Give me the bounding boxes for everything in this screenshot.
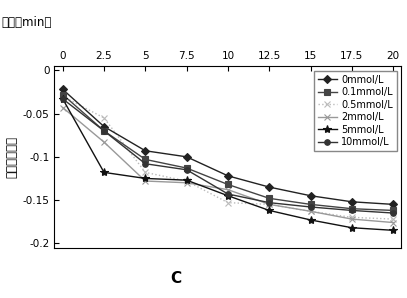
- 0.1mmol/L: [184, 166, 189, 170]
- Line: 2mmol/L: 2mmol/L: [59, 104, 397, 226]
- 10mmol/L: [143, 162, 148, 165]
- 5mmol/L: [350, 226, 354, 229]
- 2mmol/L: [143, 179, 148, 183]
- 0.1mmol/L: [308, 203, 313, 206]
- Line: 0.5mmol/L: 0.5mmol/L: [59, 93, 397, 223]
- 0.1mmol/L: [143, 158, 148, 161]
- 0.1mmol/L: [350, 207, 354, 210]
- 0.5mmol/L: [391, 217, 396, 221]
- 0.5mmol/L: [143, 170, 148, 174]
- Line: 5mmol/L: 5mmol/L: [59, 95, 397, 235]
- 0.5mmol/L: [267, 203, 272, 206]
- 10mmol/L: [184, 168, 189, 172]
- Text: C: C: [171, 271, 182, 286]
- 0mmol/L: [391, 203, 396, 206]
- 0.5mmol/L: [308, 209, 313, 213]
- 0mmol/L: [102, 125, 107, 128]
- 5mmol/L: [143, 177, 148, 180]
- 0.1mmol/L: [60, 93, 65, 96]
- 0.5mmol/L: [102, 116, 107, 120]
- 0.1mmol/L: [225, 183, 230, 186]
- 5mmol/L: [184, 179, 189, 182]
- 0.5mmol/L: [225, 201, 230, 204]
- 2mmol/L: [225, 188, 230, 192]
- 2mmol/L: [184, 181, 189, 184]
- X-axis label: 时间（min）: 时间（min）: [2, 16, 52, 29]
- 2mmol/L: [102, 140, 107, 144]
- 2mmol/L: [60, 106, 65, 109]
- 10mmol/L: [308, 205, 313, 209]
- 0.5mmol/L: [350, 215, 354, 219]
- 10mmol/L: [350, 209, 354, 212]
- Y-axis label: 吸光度荧灭値: 吸光度荧灭値: [6, 136, 19, 178]
- 10mmol/L: [391, 211, 396, 215]
- 5mmol/L: [102, 170, 107, 174]
- 0mmol/L: [350, 200, 354, 204]
- 10mmol/L: [267, 201, 272, 204]
- 10mmol/L: [102, 129, 107, 133]
- 0.1mmol/L: [267, 197, 272, 200]
- 5mmol/L: [267, 209, 272, 212]
- 2mmol/L: [267, 203, 272, 206]
- 2mmol/L: [308, 209, 313, 213]
- Line: 0.1mmol/L: 0.1mmol/L: [60, 92, 396, 213]
- 0mmol/L: [60, 88, 65, 91]
- 5mmol/L: [60, 97, 65, 101]
- 0mmol/L: [143, 149, 148, 153]
- 0mmol/L: [225, 174, 230, 178]
- Line: 0mmol/L: 0mmol/L: [60, 87, 396, 207]
- 0mmol/L: [184, 155, 189, 159]
- 5mmol/L: [308, 218, 313, 222]
- 0mmol/L: [308, 194, 313, 198]
- 0.5mmol/L: [60, 94, 65, 98]
- 0.5mmol/L: [184, 179, 189, 183]
- 0.1mmol/L: [391, 209, 396, 212]
- 2mmol/L: [391, 221, 396, 224]
- Line: 10mmol/L: 10mmol/L: [60, 96, 396, 216]
- Legend: 0mmol/L, 0.1mmol/L, 0.5mmol/L, 2mmol/L, 5mmol/L, 10mmol/L: 0mmol/L, 0.1mmol/L, 0.5mmol/L, 2mmol/L, …: [314, 71, 396, 151]
- 5mmol/L: [391, 229, 396, 232]
- 10mmol/L: [60, 97, 65, 101]
- 0mmol/L: [267, 185, 272, 189]
- 0.1mmol/L: [102, 129, 107, 133]
- 10mmol/L: [225, 192, 230, 196]
- 2mmol/L: [350, 217, 354, 221]
- 5mmol/L: [225, 194, 230, 198]
